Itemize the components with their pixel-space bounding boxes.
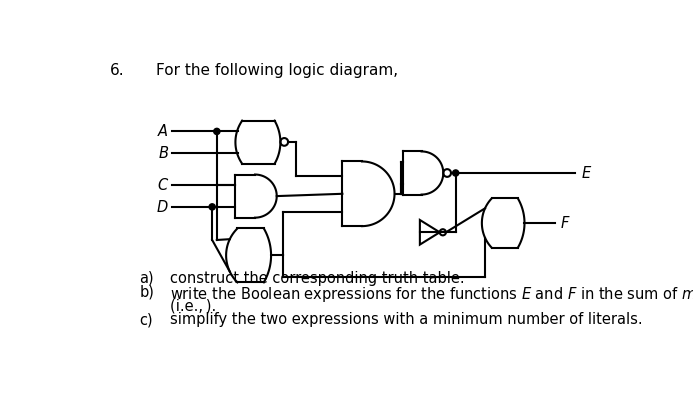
Circle shape xyxy=(213,128,220,134)
Text: b): b) xyxy=(139,285,155,300)
Text: $D$: $D$ xyxy=(156,199,169,215)
Text: c): c) xyxy=(139,312,153,327)
Text: $E$: $E$ xyxy=(581,165,593,181)
Text: $C$: $C$ xyxy=(157,177,169,193)
Text: For the following logic diagram,: For the following logic diagram, xyxy=(157,63,398,78)
Text: a): a) xyxy=(139,271,154,286)
Text: $F$: $F$ xyxy=(560,215,571,231)
Text: simplify the two expressions with a minimum number of literals.: simplify the two expressions with a mini… xyxy=(170,312,643,327)
Text: (i.e., ).: (i.e., ). xyxy=(170,298,217,313)
Text: 6.: 6. xyxy=(110,63,125,78)
Text: $A$: $A$ xyxy=(157,123,169,139)
Text: construct the corresponding truth table.: construct the corresponding truth table. xyxy=(170,271,465,286)
Circle shape xyxy=(209,204,216,210)
Circle shape xyxy=(453,170,459,176)
Text: write the Boolean expressions for the functions $E$ and $F$ in the sum of $m$’s: write the Boolean expressions for the fu… xyxy=(170,285,693,304)
Text: $B$: $B$ xyxy=(157,145,169,161)
